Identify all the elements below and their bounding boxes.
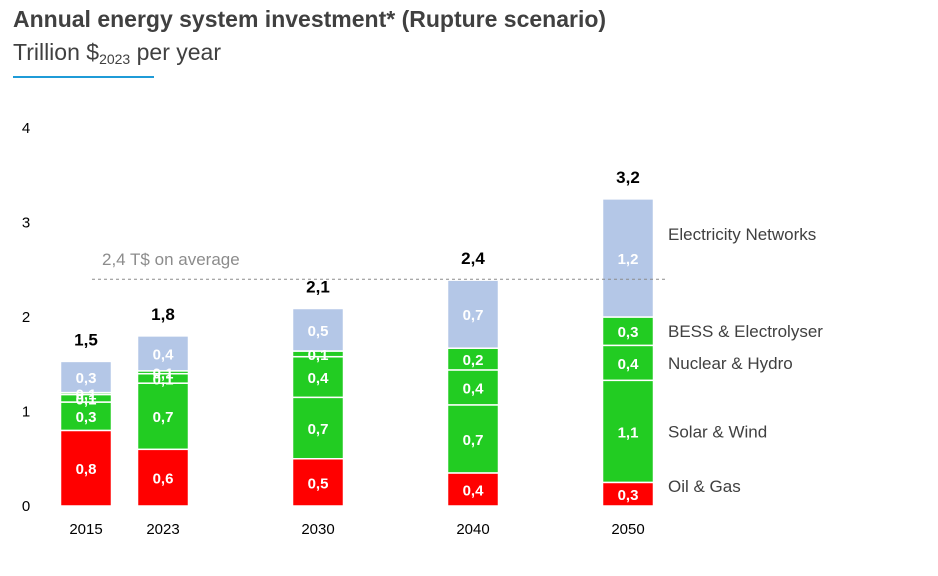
- subtitle-subscript: 2023: [99, 51, 131, 67]
- bar-segment: [59, 360, 113, 394]
- bar-segment: [601, 344, 655, 382]
- bar-segment: [601, 379, 655, 484]
- y-tick-label: 4: [22, 120, 30, 137]
- legend-label: Electricity Networks: [668, 225, 816, 244]
- bar-segment: [291, 458, 345, 507]
- title-underline: [13, 76, 154, 78]
- segment-value-label: 0,7: [153, 409, 174, 426]
- x-category-label: 2030: [301, 521, 334, 538]
- chart-title: Annual energy system investment* (Ruptur…: [13, 6, 607, 32]
- segment-value-label: 0,8: [76, 461, 97, 478]
- segment-value-label: 0,1: [308, 347, 329, 364]
- chart-subtitle: Trillion $2023 per year: [13, 39, 221, 67]
- segment-value-label: 0,4: [153, 346, 175, 363]
- total-label: 3,2: [616, 168, 640, 187]
- segment-value-label: 0,2: [463, 352, 484, 369]
- segment-value-label: 0,3: [76, 370, 97, 387]
- segment-value-label: 0,4: [618, 356, 640, 373]
- bar-segment: [136, 382, 190, 451]
- legend-label: BESS & Electrolyser: [668, 322, 823, 341]
- total-label: 2,1: [306, 277, 330, 296]
- bar-segment: [601, 198, 655, 318]
- bar-segment: [136, 335, 190, 372]
- subtitle-prefix: Trillion $: [13, 39, 100, 65]
- segment-value-label: 1,2: [618, 251, 639, 268]
- x-category-label: 2050: [611, 521, 644, 538]
- bar-segment: [446, 369, 500, 406]
- y-tick-label: 0: [22, 498, 30, 515]
- legend-label: Oil & Gas: [668, 477, 741, 496]
- segment-value-label: 0,7: [463, 432, 484, 449]
- segment-value-label: 0,5: [308, 475, 329, 492]
- y-tick-label: 1: [22, 404, 30, 421]
- bar-segment: [446, 404, 500, 474]
- bar-segment: [291, 307, 345, 352]
- total-label: 1,8: [151, 305, 175, 324]
- segment-value-label: 0,4: [463, 380, 485, 397]
- average-line-label: 2,4 T$ on average: [102, 250, 240, 269]
- bar-segment: [446, 472, 500, 507]
- segment-value-label: 0,1: [76, 391, 97, 408]
- segment-value-label: 0,6: [153, 471, 174, 488]
- bar-segment: [601, 316, 655, 347]
- segment-value-label: 1,1: [618, 424, 639, 441]
- segment-value-label: 0,7: [463, 307, 484, 324]
- y-tick-label: 3: [22, 215, 30, 232]
- bar-segment: [291, 396, 345, 460]
- y-tick-label: 2: [22, 309, 30, 326]
- total-label: 1,5: [74, 330, 98, 349]
- segment-value-label: 0,1: [153, 365, 174, 382]
- legend-label: Solar & Wind: [668, 422, 767, 441]
- total-label: 2,4: [461, 249, 485, 268]
- segment-value-label: 0,3: [76, 409, 97, 426]
- bar-segment: [59, 401, 113, 432]
- segment-value-label: 0,4: [463, 482, 485, 499]
- segment-value-label: 0,3: [618, 487, 639, 504]
- bar-segment: [59, 429, 113, 507]
- segment-value-label: 0,1: [153, 371, 174, 388]
- x-category-label: 2015: [69, 521, 102, 538]
- x-category-label: 2040: [456, 521, 489, 538]
- subtitle-suffix: per year: [130, 39, 221, 65]
- segment-value-label: 0,3: [618, 324, 639, 341]
- bar-segment: [446, 279, 500, 349]
- segment-value-label: 0,7: [308, 421, 329, 438]
- segment-value-label: 0,5: [308, 323, 329, 340]
- x-category-label: 2023: [146, 521, 179, 538]
- segment-value-label: 0,1: [76, 387, 97, 404]
- legend-label: Nuclear & Hydro: [668, 354, 793, 373]
- bar-segment: [136, 448, 190, 507]
- segment-value-label: 0,4: [308, 370, 330, 387]
